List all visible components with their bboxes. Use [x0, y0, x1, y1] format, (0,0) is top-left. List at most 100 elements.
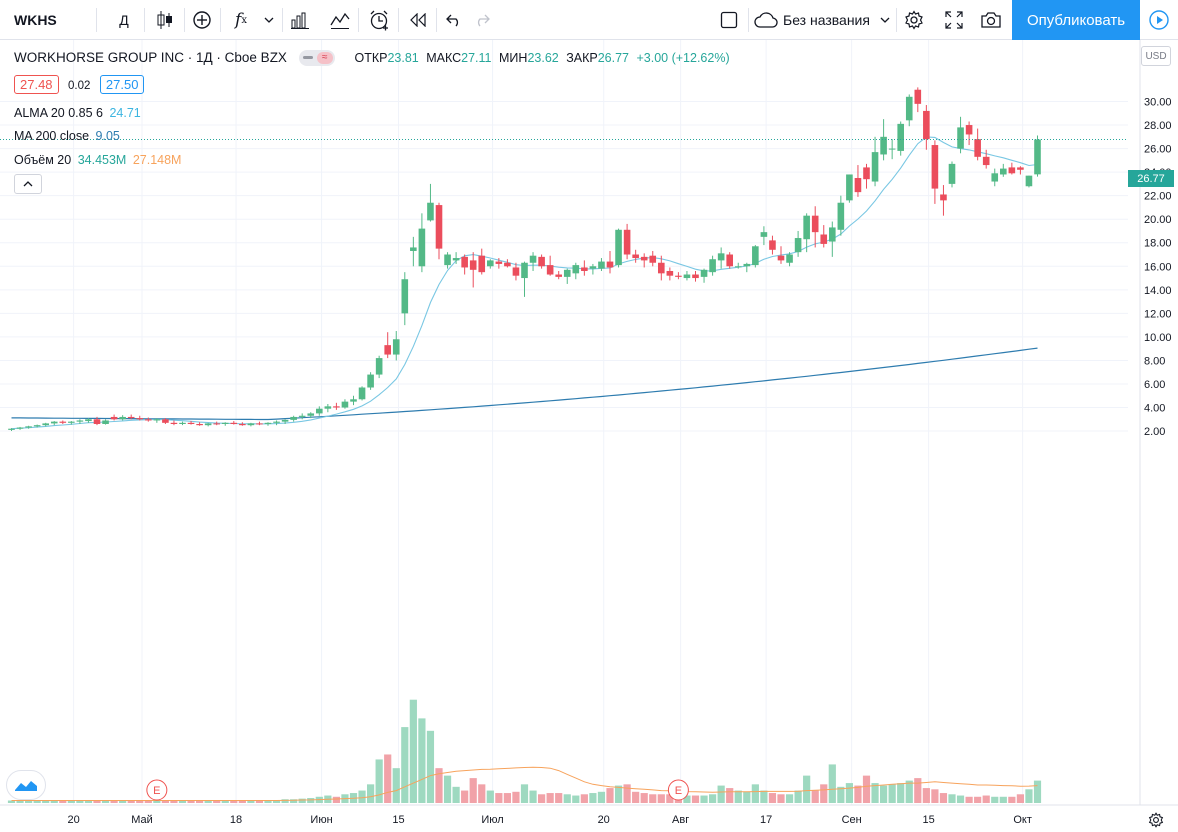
- volume-bar: [597, 791, 606, 803]
- volume-bar: [982, 795, 990, 803]
- candle-body: [905, 96, 913, 121]
- candle-body: [444, 254, 451, 266]
- volume-bar: [33, 800, 41, 803]
- candle-body: [76, 420, 84, 422]
- volume-bar: [666, 794, 674, 803]
- volume-bar: [777, 794, 785, 803]
- volume-bars: [7, 699, 1042, 803]
- fullscreen-square-icon[interactable]: [714, 0, 744, 40]
- price-tick-label: 10.00: [1144, 332, 1172, 344]
- alert-clock-icon[interactable]: [364, 0, 394, 40]
- interval-button[interactable]: Д: [119, 12, 129, 28]
- volume-bar: [178, 800, 187, 803]
- volume-bar: [785, 794, 794, 803]
- volume-bar: [700, 795, 708, 803]
- toolbar-divider: [358, 8, 359, 32]
- toolbar-divider: [184, 8, 185, 32]
- expand-icon[interactable]: [940, 0, 968, 40]
- symbol-search-button[interactable]: WKHS: [14, 12, 57, 28]
- candle-body: [478, 255, 486, 273]
- price-tick-label: 2.00: [1144, 426, 1165, 438]
- volume-bar: [512, 791, 520, 803]
- series-title[interactable]: WORKHORSE GROUP INC · 1Д · Cboe BZX: [14, 50, 287, 65]
- time-tick-label: 15: [922, 814, 934, 826]
- currency-label[interactable]: USD: [1141, 46, 1171, 66]
- candle-body: [401, 279, 409, 314]
- candle-body: [42, 423, 49, 426]
- candle-body: [162, 419, 169, 423]
- candle-body: [717, 253, 725, 261]
- volume-bar: [965, 796, 973, 803]
- candle-body: [145, 419, 152, 421]
- candle-body: [187, 422, 195, 424]
- toolbar-divider: [896, 8, 897, 32]
- volume-bar: [495, 793, 503, 803]
- volume-bar: [144, 800, 152, 803]
- axis-settings-gear-icon[interactable]: [1146, 810, 1166, 830]
- candle-body: [504, 262, 511, 267]
- volume-bar: [623, 784, 631, 803]
- volume-bar: [119, 800, 127, 803]
- camera-icon[interactable]: [976, 0, 1006, 40]
- tradingview-logo-icon[interactable]: [6, 770, 46, 800]
- candle-body: [333, 406, 340, 408]
- volume-bar: [127, 800, 135, 803]
- candle-body: [367, 374, 374, 388]
- volume-bar: [743, 791, 751, 803]
- volume-bar: [614, 785, 623, 803]
- compare-plus-icon[interactable]: [188, 0, 216, 40]
- alma-legend[interactable]: ALMA 20 0.85 6 24.71: [14, 106, 141, 120]
- volume-bar: [683, 795, 691, 803]
- candle-body: [324, 406, 332, 409]
- volume-bar: [7, 800, 16, 803]
- volume-bar: [409, 699, 417, 803]
- financials-icon[interactable]: [286, 0, 314, 40]
- candle-body: [982, 156, 990, 166]
- volume-bar: [845, 783, 853, 803]
- candle-body: [281, 419, 289, 422]
- undo-icon[interactable]: [442, 0, 466, 40]
- candle-body: [948, 163, 956, 184]
- ask-price[interactable]: 27.50: [99, 75, 145, 94]
- earnings-label: E: [675, 785, 682, 797]
- volume-bar: [110, 800, 118, 803]
- volume-bar: [803, 775, 811, 803]
- gear-icon[interactable]: [900, 0, 928, 40]
- volume-bar: [820, 784, 828, 803]
- redo-icon[interactable]: [470, 0, 494, 40]
- layout-menu-button[interactable]: Без названия: [754, 0, 896, 40]
- volume-bar: [837, 786, 845, 803]
- templates-icon[interactable]: [326, 0, 354, 40]
- candle-body: [16, 427, 24, 429]
- price-axis[interactable]: 2.00 4.00 6.00 8.00 10.00 12.00 14.00 16.00 18.0…: [1128, 40, 1178, 832]
- volume-bar: [974, 796, 982, 803]
- candle-type-icon[interactable]: [150, 0, 180, 40]
- earnings-label: E: [153, 785, 160, 797]
- volume-bar: [384, 754, 392, 803]
- volume-legend[interactable]: Объём 20 34.453M 27.148M: [14, 153, 182, 167]
- visibility-toggle[interactable]: ≈: [298, 50, 335, 67]
- bid-price[interactable]: 27.48: [14, 75, 59, 94]
- chevron-down-icon[interactable]: [258, 0, 280, 40]
- volume-bar: [520, 784, 529, 803]
- publish-button[interactable]: Опубликовать: [1012, 0, 1140, 40]
- replay-icon[interactable]: [404, 0, 432, 40]
- play-icon[interactable]: [1140, 0, 1178, 40]
- time-tick-label: 20: [598, 814, 610, 826]
- time-axis[interactable]: 20 Май 18 Июн 15 Июл 20 Авг 17 Сен 15 Окт: [0, 804, 1178, 826]
- candle-body: [734, 266, 742, 268]
- volume-bar: [230, 800, 238, 803]
- ma200-legend[interactable]: MA 200 close 9.05: [14, 129, 120, 143]
- candle-body: [59, 421, 67, 423]
- candle-body: [589, 266, 597, 269]
- candle-body: [658, 262, 665, 274]
- collapse-legend-button[interactable]: [14, 174, 42, 194]
- volume-bar: [401, 727, 409, 803]
- volume-bar: [717, 785, 725, 803]
- candle-body: [546, 265, 554, 275]
- cloud-icon: [754, 12, 778, 28]
- volume-bar: [948, 794, 956, 803]
- toolbar-divider: [144, 8, 145, 32]
